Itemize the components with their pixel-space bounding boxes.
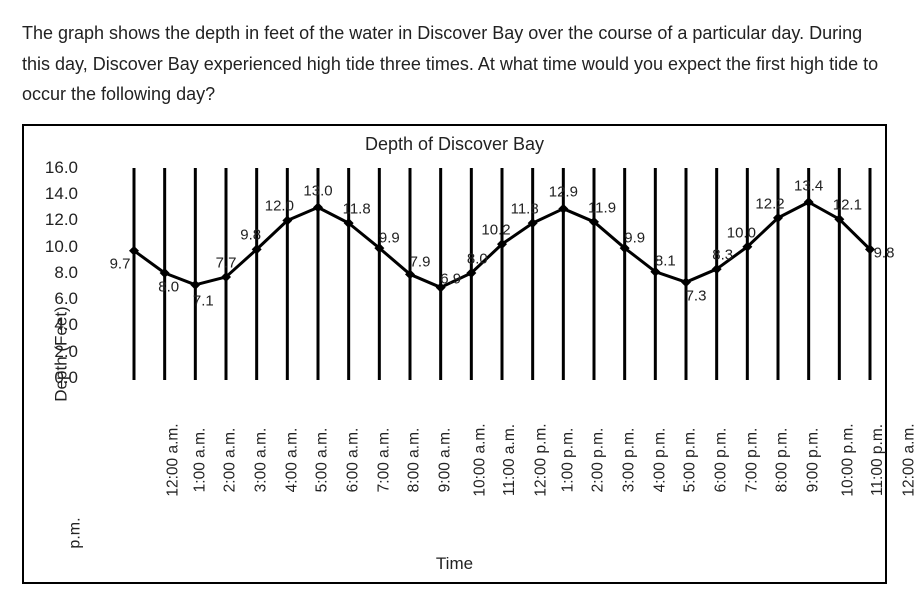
point-label: 12.0 bbox=[265, 198, 294, 215]
y-tick-label: 0.0 bbox=[54, 368, 84, 388]
point-label: 8.0 bbox=[467, 250, 488, 267]
point-label: 11.8 bbox=[511, 200, 539, 217]
point-label: 11.9 bbox=[588, 199, 616, 216]
x-tick-label: 11:00 a.m. bbox=[499, 424, 519, 496]
x-tick-label: 9:00 p.m. bbox=[802, 427, 822, 492]
point-label: 12.9 bbox=[549, 184, 578, 201]
x-tick-label: 10:00 a.m. bbox=[469, 423, 489, 496]
x-tick-label: 4:00 a.m. bbox=[281, 427, 301, 492]
x-tick-label: 2:00 p.m. bbox=[588, 427, 608, 492]
x-tick-label: 1:00 p.m. bbox=[557, 427, 577, 492]
x-tick-label: 2:00 a.m. bbox=[220, 427, 240, 492]
x-tick-label: 3:00 a.m. bbox=[250, 427, 270, 492]
point-label: 10.2 bbox=[481, 221, 510, 238]
point-label: 12.1 bbox=[833, 196, 862, 213]
x-tick-label: 5:00 a.m. bbox=[312, 427, 332, 492]
x-tick-label: 7:00 a.m. bbox=[373, 427, 393, 492]
point-label: 13.4 bbox=[794, 177, 823, 194]
x-tick-label: 8:00 p.m. bbox=[772, 427, 792, 492]
x-tick-label: 8:00 a.m. bbox=[404, 427, 424, 492]
x-tick-label: 4:00 p.m. bbox=[649, 427, 669, 492]
question-text: The graph shows the depth in feet of the… bbox=[22, 18, 893, 110]
point-label: 12.2 bbox=[755, 195, 784, 212]
data-point bbox=[681, 277, 691, 287]
data-point bbox=[558, 203, 568, 213]
x-tick-label: 6:00 a.m. bbox=[342, 427, 362, 492]
x-tick-label: 7:00 p.m. bbox=[741, 427, 761, 492]
point-label: 11.8 bbox=[343, 200, 371, 217]
chart-svg bbox=[84, 160, 874, 560]
x-tick-label: 9:00 a.m. bbox=[434, 427, 454, 492]
x-tick-label: 5:00 p.m. bbox=[680, 427, 700, 492]
x-tick-label: 3:00 p.m. bbox=[618, 427, 638, 492]
chart-title: Depth of Discover Bay bbox=[30, 134, 879, 155]
x-tick-label: 12:00 p.m. bbox=[531, 423, 551, 496]
y-tick-label: 14.0 bbox=[45, 184, 84, 204]
point-label: 7.3 bbox=[686, 287, 707, 304]
x-tick-label: 10:00 p.m. bbox=[837, 423, 857, 496]
point-label: 7.9 bbox=[410, 254, 431, 271]
point-label: 8.0 bbox=[158, 278, 179, 295]
pm-corner-label: p.m. bbox=[67, 517, 85, 548]
y-tick-label: 4.0 bbox=[54, 315, 84, 335]
point-label: 8.1 bbox=[655, 253, 676, 270]
point-label: 7.7 bbox=[216, 254, 237, 271]
data-point bbox=[313, 202, 323, 212]
point-label: 13.0 bbox=[303, 183, 332, 200]
x-tick-label: 11:00 p.m. bbox=[867, 424, 887, 496]
plot-area: 0.02.04.06.08.010.012.014.016.012:00 a.m… bbox=[84, 160, 874, 560]
point-label: 7.1 bbox=[193, 292, 214, 309]
point-label: 9.9 bbox=[624, 229, 645, 246]
y-tick-label: 12.0 bbox=[45, 210, 84, 230]
x-tick-label: 12:00 a.m. bbox=[899, 423, 915, 496]
point-label: 9.9 bbox=[379, 229, 400, 246]
point-label: 6.9 bbox=[440, 271, 461, 288]
point-label: 9.7 bbox=[110, 256, 131, 273]
y-tick-label: 6.0 bbox=[54, 289, 84, 309]
x-tick-label: 12:00 a.m. bbox=[163, 423, 183, 496]
point-label: 9.8 bbox=[240, 227, 261, 244]
y-tick-label: 10.0 bbox=[45, 237, 84, 257]
point-label: 8.3 bbox=[712, 246, 733, 263]
point-label: 9.8 bbox=[874, 245, 895, 262]
point-label: 10.0 bbox=[727, 224, 756, 241]
data-point bbox=[190, 280, 200, 290]
y-tick-label: 8.0 bbox=[54, 263, 84, 283]
y-tick-label: 2.0 bbox=[54, 342, 84, 362]
x-tick-label: 6:00 p.m. bbox=[710, 427, 730, 492]
x-tick-label: 1:00 a.m. bbox=[189, 427, 209, 492]
chart-frame: Depth of Discover Bay Depth (Feet) p.m. … bbox=[22, 124, 887, 584]
y-tick-label: 16.0 bbox=[45, 158, 84, 178]
